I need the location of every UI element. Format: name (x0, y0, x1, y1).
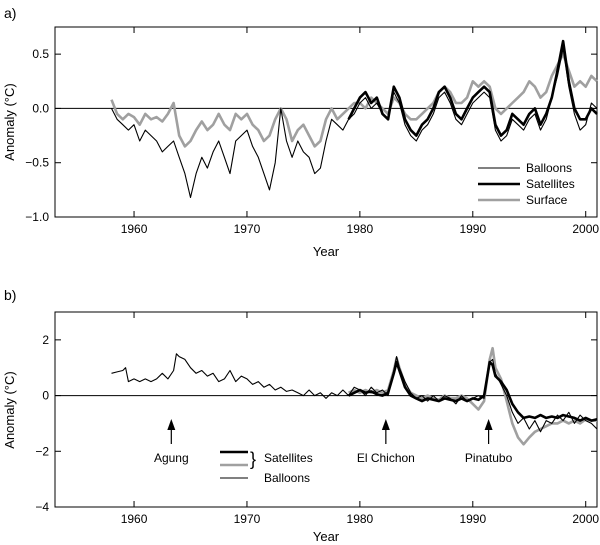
panel-b-xtick-label: 1960 (121, 512, 148, 526)
panel-b-ytick-label: −2 (35, 444, 49, 458)
panel-b: b) 1960 1970 1980 1990 2000 −4 −2 0 2 Year Anoma… (2, 287, 599, 544)
panel-b-xtick-label: 2000 (572, 512, 599, 526)
panel-b-ticks: 1960 1970 1980 1990 2000 −4 −2 0 2 (35, 312, 599, 526)
panel-b-xlabel: Year (313, 529, 340, 544)
panel-a-xtick-label: 1960 (121, 222, 148, 236)
panel-b-ylabel: Anomaly (°C) (2, 371, 17, 448)
legend-b-balloons: Balloons (264, 471, 310, 485)
panel-a-series-balloons (111, 48, 598, 199)
panel-a: a) 1960 1970 1980 1990 2000 −1.0 −0.5 0.0 0.5 Ye… (2, 5, 599, 259)
panel-a-legend: Balloons Satellites Surface (478, 161, 575, 207)
panel-a-ticks: 1960 1970 1980 1990 2000 −1.0 −0.5 0.0 0.5 (25, 27, 599, 236)
panel-a-series-surface (110, 52, 598, 148)
panel-b-ytick-label: 2 (42, 333, 49, 347)
panel-a-xtick-label: 1990 (459, 222, 486, 236)
panel-a-xlabel: Year (313, 244, 340, 259)
panel-b-legend: } Satellites Balloons (220, 449, 313, 485)
panel-b-xtick-label: 1980 (347, 512, 374, 526)
panel-a-ylabel: Anomaly (°C) (2, 83, 17, 160)
panel-a-xtick-label: 2000 (572, 222, 599, 236)
legend-a-balloons: Balloons (526, 161, 572, 175)
panel-a-series (110, 39, 598, 199)
panel-b-series (111, 346, 598, 446)
panel-b-label: b) (4, 287, 16, 303)
panel-b-xtick-label: 1970 (234, 512, 261, 526)
panel-a-series-satellites (347, 39, 598, 137)
panel-a-ytick-label: 0.0 (32, 101, 49, 115)
panel-b-series-balloons (111, 353, 598, 433)
annotation-arrow-icon (167, 419, 176, 430)
panel-a-label: a) (4, 5, 16, 21)
panel-b-ytick-label: 0 (42, 389, 49, 403)
legend-a-satellites: Satellites (526, 177, 575, 191)
panel-b-frame (54, 311, 598, 508)
annotation-el-chichon: El Chichon (357, 451, 415, 465)
annotation-agung: Agung (154, 451, 189, 465)
annotation-pinatubo: Pinatubo (465, 451, 513, 465)
panel-b-annotations: Agung El Chichon Pinatubo (154, 419, 513, 465)
panel-b-ytick-label: −4 (35, 500, 49, 514)
panel-a-xtick-label: 1980 (347, 222, 374, 236)
panel-a-xtick-label: 1970 (234, 222, 261, 236)
panel-a-ytick-label: 0.5 (32, 47, 49, 61)
panel-b-xtick-label: 1990 (459, 512, 486, 526)
panel-a-ytick-label: −0.5 (25, 156, 49, 170)
panel-a-ytick-label: −1.0 (25, 210, 49, 224)
panel-a-frame (54, 26, 598, 218)
annotation-arrow-icon (381, 419, 390, 430)
legend-b-satellites: Satellites (264, 451, 313, 465)
legend-a-surface: Surface (526, 193, 568, 207)
legend-b-brace: } (250, 449, 256, 469)
annotation-arrow-icon (484, 419, 493, 430)
